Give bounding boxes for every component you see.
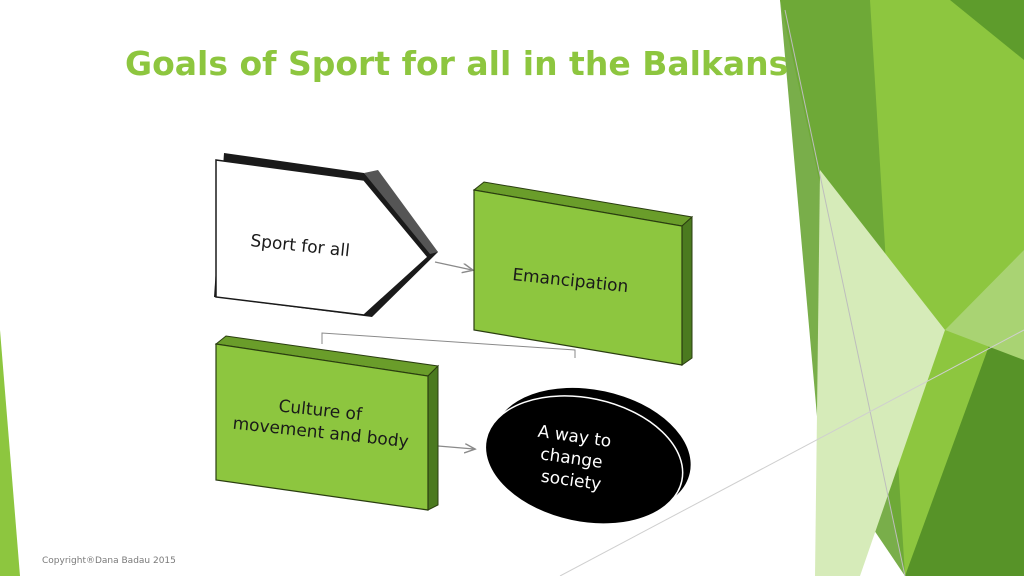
- node-culture-face: [215, 343, 429, 511]
- node-culture: Culture of movement and body: [214, 335, 440, 511]
- node-culture-side: [427, 364, 439, 511]
- connector-sport-to-emancipation: [434, 261, 472, 270]
- node-way-to-change: A way to change society: [484, 387, 691, 525]
- node-emancipation: Emancipation: [472, 181, 694, 366]
- connector-emancipation-to-culture: [321, 332, 576, 358]
- facet-line: [784, 9, 906, 576]
- node-sport-for-all: Sport for all: [214, 153, 438, 317]
- node-emancipation-side: [681, 215, 693, 366]
- node-way-to-change-face: [484, 395, 684, 525]
- node-way-to-change-label: A way to change society: [530, 422, 617, 496]
- node-sport-for-all-side: [364, 170, 438, 254]
- copyright-footer: Copyright®Dana Badau 2015: [42, 556, 176, 566]
- node-sport-for-all-face: [215, 159, 430, 316]
- facet-line-2: [559, 329, 1024, 576]
- connector-culture-to-change: [437, 446, 474, 449]
- right-facet-light: [815, 170, 945, 576]
- node-emancipation-face: [473, 189, 683, 366]
- right-facet-mid: [945, 250, 1024, 360]
- slide-title: Goals of Sport for all in the Balkans: [125, 44, 789, 83]
- left-facet: [0, 330, 20, 576]
- right-facet-corner: [950, 0, 1024, 60]
